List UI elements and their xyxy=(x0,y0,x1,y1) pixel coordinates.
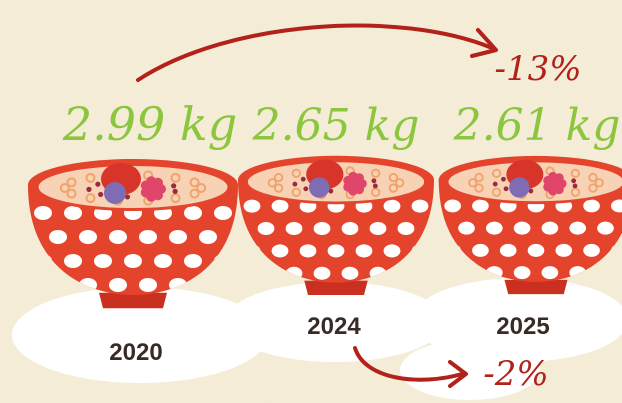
cereal-2024 xyxy=(267,166,405,200)
plate-2020 xyxy=(12,287,268,383)
value-label-2020: 2.99 kg xyxy=(62,97,237,151)
raspberry-2025 xyxy=(543,171,567,196)
raspberry-2020 xyxy=(140,176,166,202)
plate-2025-tail xyxy=(400,340,540,400)
blueberry-2024 xyxy=(308,177,330,198)
raspberry-2024 xyxy=(343,171,367,196)
change-label-13: -13% xyxy=(494,49,581,89)
change-arrow-2024-2025 xyxy=(353,346,464,382)
blueberry-2025 xyxy=(509,177,530,198)
bowl-foot-2024 xyxy=(304,280,368,295)
value-label-2024: 2.65 kg xyxy=(252,100,420,151)
bowl-foot-2025 xyxy=(504,279,568,295)
bowl-foot-2020 xyxy=(99,292,167,309)
plate-2024 xyxy=(225,282,445,362)
bowl-2024 xyxy=(238,155,434,295)
change-arrow-2020-2025 xyxy=(136,23,494,82)
year-label-2020: 2020 xyxy=(109,339,162,366)
bowl-2025 xyxy=(438,155,622,295)
change-arrow-2024-2025-head xyxy=(448,360,468,388)
value-label-2025: 2.61 kg xyxy=(453,100,621,151)
change-arrow-2020-2025-head xyxy=(470,28,498,58)
blueberry-2020 xyxy=(104,182,126,204)
year-label-2024: 2024 xyxy=(307,313,361,340)
year-label-2025: 2025 xyxy=(496,313,549,340)
change-label-2: -2% xyxy=(483,354,548,394)
